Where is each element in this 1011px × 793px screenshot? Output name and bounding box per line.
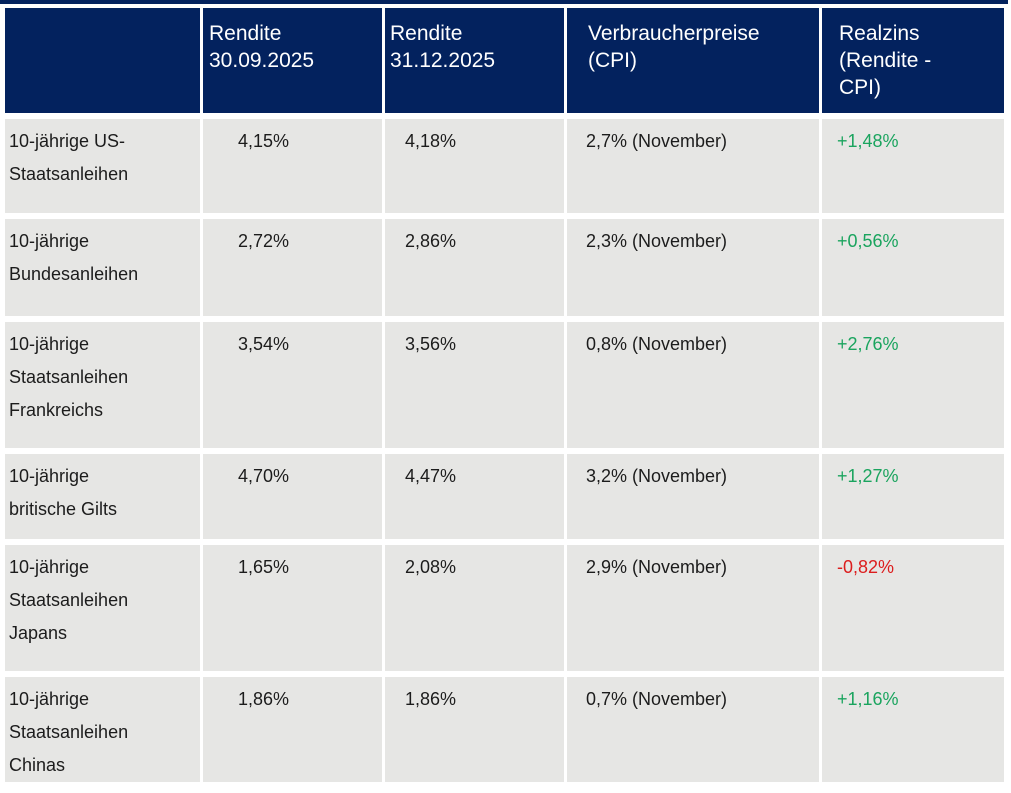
cpi-cell: 0,8% (November) xyxy=(567,322,819,448)
rendite-end-cell: 2,86% xyxy=(385,219,564,316)
realzins-cell: -0,82% xyxy=(822,545,1004,671)
header-rendite-end: Rendite 31.12.2025 xyxy=(385,8,564,113)
rendite-end-cell: 2,08% xyxy=(385,545,564,671)
bond-real-yield-table: Rendite 30.09.2025 Rendite 31.12.2025 Ve… xyxy=(5,8,1011,782)
rendite-end-cell: 4,47% xyxy=(385,454,564,539)
rendite-end-cell: 3,56% xyxy=(385,322,564,448)
rendite-start-cell: 2,72% xyxy=(203,219,382,316)
realzins-cell: +1,27% xyxy=(822,454,1004,539)
row-label: 10-jährige Staatsanleihen Chinas xyxy=(5,677,200,782)
rendite-start-cell: 4,70% xyxy=(203,454,382,539)
header-realzins: Realzins (Rendite - CPI) xyxy=(822,8,1004,113)
realzins-cell: +1,48% xyxy=(822,119,1004,213)
cpi-cell: 2,3% (November) xyxy=(567,219,819,316)
cpi-cell: 2,7% (November) xyxy=(567,119,819,213)
cpi-cell: 0,7% (November) xyxy=(567,677,819,782)
header-cell-empty xyxy=(5,8,200,113)
row-label: 10-jährige Bundesanleihen xyxy=(5,219,200,316)
row-label: 10-jährige US- Staatsanleihen xyxy=(5,119,200,213)
header-cpi: Verbraucherpreise (CPI) xyxy=(567,8,819,113)
realzins-cell: +0,56% xyxy=(822,219,1004,316)
rendite-end-cell: 4,18% xyxy=(385,119,564,213)
realzins-cell: +1,16% xyxy=(822,677,1004,782)
rendite-start-cell: 1,86% xyxy=(203,677,382,782)
row-label: 10-jährige Staatsanleihen Frankreichs xyxy=(5,322,200,448)
cpi-cell: 3,2% (November) xyxy=(567,454,819,539)
rendite-end-cell: 1,86% xyxy=(385,677,564,782)
row-label: 10-jährige Staatsanleihen Japans xyxy=(5,545,200,671)
table-top-border xyxy=(0,0,1008,4)
row-label: 10-jährige britische Gilts xyxy=(5,454,200,539)
rendite-start-cell: 4,15% xyxy=(203,119,382,213)
realzins-cell: +2,76% xyxy=(822,322,1004,448)
header-rendite-start: Rendite 30.09.2025 xyxy=(203,8,382,113)
rendite-start-cell: 3,54% xyxy=(203,322,382,448)
cpi-cell: 2,9% (November) xyxy=(567,545,819,671)
rendite-start-cell: 1,65% xyxy=(203,545,382,671)
